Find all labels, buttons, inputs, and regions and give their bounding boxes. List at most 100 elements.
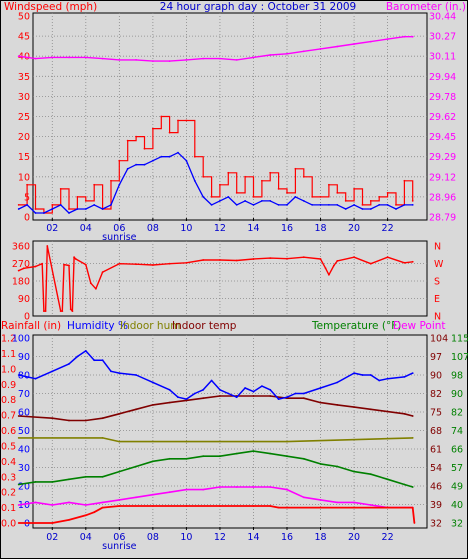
wind-average-point bbox=[403, 204, 406, 206]
wind-average-point bbox=[59, 204, 62, 206]
wind-gust-point bbox=[311, 196, 314, 198]
temperature-point bbox=[185, 457, 188, 460]
temperature-point bbox=[403, 483, 406, 486]
wind-gust-point bbox=[386, 192, 389, 194]
wind-average-point bbox=[336, 204, 339, 206]
wind-average-point bbox=[386, 204, 389, 206]
dew-point-point bbox=[185, 488, 188, 491]
barometer-point bbox=[68, 56, 70, 59]
wind-direction-point bbox=[41, 262, 44, 265]
temperature-tick-label: 46 bbox=[430, 482, 442, 493]
x-tick-label: 14 bbox=[247, 223, 259, 234]
wind-gust-point bbox=[252, 196, 255, 198]
wind-gust-point bbox=[411, 200, 414, 202]
humidity-point bbox=[277, 398, 280, 400]
x-tick-label: 02 bbox=[46, 223, 58, 234]
wind-gust-point bbox=[319, 196, 322, 198]
x-tick-label: 10 bbox=[180, 532, 192, 543]
wind-direction-point bbox=[168, 262, 171, 265]
wind-gust-point bbox=[126, 139, 129, 142]
wind-average-point bbox=[185, 159, 188, 162]
barometer-tick-label: 30.44 bbox=[429, 12, 456, 23]
barometer-point bbox=[386, 38, 389, 40]
humidity-point bbox=[353, 372, 355, 374]
windspeed-tick-label: 15 bbox=[18, 152, 30, 163]
x-tick-label: 18 bbox=[314, 223, 326, 234]
wind-average-point bbox=[319, 204, 322, 206]
barometer-point bbox=[118, 59, 121, 61]
humidity-point bbox=[202, 388, 205, 391]
temperature-point bbox=[302, 457, 305, 460]
dew-point-point bbox=[34, 501, 37, 504]
x-tick-label: 04 bbox=[80, 223, 92, 234]
barometer-point bbox=[202, 57, 205, 60]
barometer-tick-label: 28.79 bbox=[429, 213, 456, 224]
temperature-tick-label: 75 bbox=[430, 408, 442, 419]
wind-gust-point bbox=[51, 204, 54, 206]
temperature-point bbox=[252, 450, 255, 452]
indoor-temperature-point bbox=[185, 399, 188, 402]
dew-point-point bbox=[101, 501, 104, 504]
x-tick-label: 14 bbox=[247, 532, 259, 543]
rainfall-point bbox=[219, 505, 221, 507]
humidity-tick-label: 20 bbox=[18, 482, 30, 493]
wind-average-point bbox=[286, 204, 288, 206]
barometer-point bbox=[302, 50, 305, 53]
wind-gust-point bbox=[302, 175, 305, 178]
x-tick-label: 22 bbox=[382, 223, 394, 234]
indoor-humidity-line bbox=[18, 437, 413, 443]
windspeed-tick-label: 20 bbox=[18, 132, 30, 143]
humidity-tick-label: 70 bbox=[18, 389, 30, 400]
barometer-point bbox=[403, 35, 406, 38]
indoor-temperature-point bbox=[118, 412, 121, 415]
rainfall-tick-label: 0.0 bbox=[1, 519, 16, 530]
wind-direction-point bbox=[353, 256, 355, 259]
wind-gust-point bbox=[135, 135, 138, 138]
wind-average-point bbox=[68, 212, 70, 214]
rainfall-tick-label: 0.8 bbox=[1, 395, 16, 406]
indoor-temperature-tick-label: 107 bbox=[451, 352, 468, 363]
humidity-point bbox=[34, 377, 37, 380]
temperature-point bbox=[369, 473, 372, 476]
barometer-tick-label: 28.96 bbox=[429, 192, 456, 203]
wind-average-point bbox=[344, 208, 347, 210]
temperature-point bbox=[168, 457, 171, 460]
rainfall-point bbox=[319, 506, 322, 509]
rainfall-point bbox=[118, 505, 121, 507]
wind-average-point bbox=[110, 204, 112, 206]
barometer-point bbox=[17, 55, 20, 58]
indoor-humidity-point bbox=[101, 437, 104, 439]
humidity-point bbox=[210, 379, 213, 382]
rainfall-tick-label: 1.2 bbox=[1, 334, 16, 345]
wind-average-point bbox=[261, 200, 263, 202]
x-tick-label: 16 bbox=[281, 223, 293, 234]
barometer-point bbox=[152, 60, 154, 62]
wind-gust-point bbox=[328, 183, 330, 186]
rainfall-tick-label: 0.5 bbox=[1, 441, 16, 452]
temperature-tick-label: 68 bbox=[430, 426, 442, 437]
humidity-point bbox=[261, 385, 263, 387]
humidity-point bbox=[110, 370, 112, 373]
indoor-temperature-point bbox=[319, 401, 322, 404]
wind-gust-point bbox=[286, 192, 288, 194]
wind-direction-point bbox=[84, 263, 87, 266]
dew-point-point bbox=[202, 488, 205, 491]
wind-gust-point bbox=[76, 196, 79, 198]
barometer-point bbox=[252, 56, 255, 59]
wind-gust-point bbox=[193, 155, 196, 158]
legend-dew-point: Dew Point bbox=[393, 320, 446, 332]
rainfall-point bbox=[101, 506, 104, 509]
rainfall-point bbox=[17, 522, 20, 524]
windspeed-tick-label: 30 bbox=[18, 92, 30, 103]
indoor-temperature-point bbox=[411, 415, 414, 417]
wind-direction-point bbox=[95, 287, 97, 290]
rainfall-tick-label: 1.1 bbox=[1, 349, 16, 360]
indoor-temperature-point bbox=[68, 419, 70, 422]
dew-point-point bbox=[17, 504, 20, 506]
humidity-point bbox=[51, 370, 54, 373]
wind-gust-line bbox=[18, 115, 414, 214]
wind-average-point bbox=[51, 208, 54, 210]
indoor-humidity-point bbox=[411, 437, 414, 439]
x-tick-label: 16 bbox=[281, 532, 293, 543]
